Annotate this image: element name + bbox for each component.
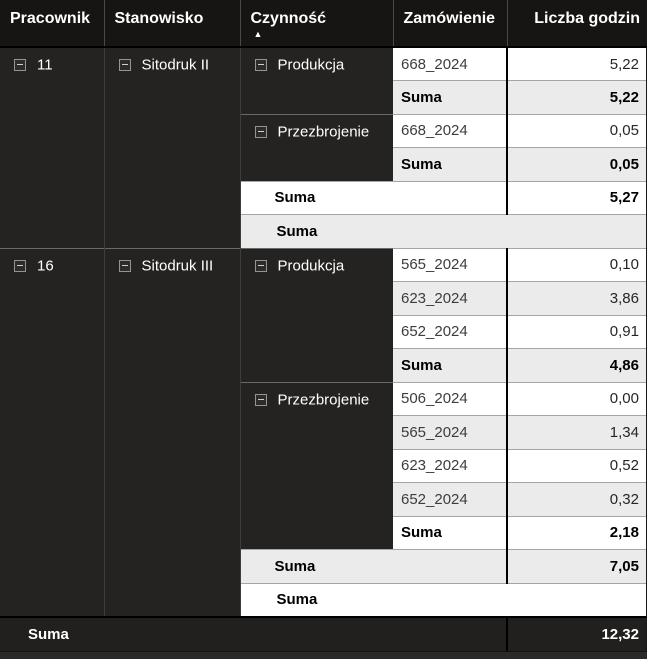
collapse-icon[interactable] <box>14 59 26 72</box>
zamowienie-suma-label[interactable]: Suma <box>393 147 507 181</box>
hours-subtotal-cell[interactable]: 5,22 <box>506 80 647 114</box>
hours-cell[interactable]: 0,05 <box>506 113 647 148</box>
detail-row: 652_2024 0,32 <box>0 482 647 516</box>
subtotal-row: Suma 7,05 <box>0 582 647 617</box>
czynnosc-value: Przezbrojenie <box>277 123 370 141</box>
zamowienie-suma-label[interactable]: Suma <box>393 80 507 114</box>
subtotal-row: Suma 4,86 <box>0 348 647 382</box>
grand-total-label[interactable]: Suma <box>0 615 507 651</box>
hours-subtotal-cell[interactable]: 2,18 <box>506 515 647 550</box>
subtotal-row: Suma 7,05 <box>0 549 647 583</box>
hours-cell[interactable]: 0,32 <box>506 482 647 516</box>
hours-cell[interactable]: 0,52 <box>506 448 647 483</box>
zamowienie-cell[interactable]: 623_2024 <box>393 281 507 315</box>
pracownik-group-cell[interactable]: 16 <box>0 247 105 617</box>
detail-row: 623_2024 3,86 <box>0 281 647 315</box>
column-header-czynnosc-label: Czynność <box>250 10 327 27</box>
detail-row: 16 Sitodruk III Produkcja 565_2024 0,10 <box>0 247 647 617</box>
hours-subtotal-cell[interactable]: 4,86 <box>506 348 647 382</box>
pracownik-value: 16 <box>37 257 54 275</box>
pracownik-group-cell[interactable]: 11 <box>0 47 105 248</box>
czynnosc-value: Produkcja <box>277 257 345 275</box>
hours-subtotal-cell[interactable]: 5,27 <box>506 180 647 215</box>
czynnosc-group-cell[interactable]: Produkcja <box>240 47 393 114</box>
zamowienie-cell[interactable]: 565_2024 <box>393 415 507 449</box>
detail-row: 623_2024 0,52 <box>0 448 647 483</box>
column-header-zamowienie[interactable]: Zamówienie <box>393 0 508 48</box>
subtotal-row: Suma 5,27 <box>0 214 647 248</box>
czynnosc-suma-label[interactable]: Suma <box>240 180 507 215</box>
czynnosc-group-cell[interactable]: Przezbrojenie <box>240 381 393 550</box>
stanowisko-group-cell[interactable]: Sitodruk III <box>104 247 241 617</box>
stanowisko-suma-label[interactable]: Suma <box>240 582 647 617</box>
hours-subtotal-cell[interactable]: 7,05 <box>506 549 647 583</box>
czynnosc-value: Przezbrojenie <box>277 391 370 409</box>
detail-row: 565_2024 1,34 <box>0 415 647 449</box>
stanowisko-value: Sitodruk III <box>141 257 214 275</box>
collapse-icon[interactable] <box>254 393 267 406</box>
zamowienie-cell[interactable]: 668_2024 <box>393 113 507 148</box>
matrix-header-row: Pracownik Stanowisko Czynność ▲ Zamówien… <box>0 0 647 48</box>
hours-subtotal-cell[interactable]: 0,05 <box>506 147 647 181</box>
hours-cell[interactable]: 1,34 <box>506 415 647 449</box>
collapse-icon[interactable] <box>14 259 26 272</box>
stanowisko-group-cell[interactable]: Sitodruk II <box>104 47 241 248</box>
zamowienie-suma-label[interactable]: Suma <box>393 348 507 382</box>
zamowienie-cell[interactable]: 506_2024 <box>393 381 507 416</box>
detail-row: Przezbrojenie 668_2024 0,05 <box>0 113 647 181</box>
czynnosc-suma-label[interactable]: Suma <box>240 549 507 583</box>
stanowisko-suma-label[interactable]: Suma <box>240 214 647 248</box>
subtotal-row: Suma 2,18 <box>0 515 647 550</box>
hours-cell[interactable]: 0,91 <box>506 314 647 349</box>
subtotal-row: Suma 5,22 <box>0 80 647 114</box>
hours-cell[interactable]: 5,22 <box>506 46 647 81</box>
czynnosc-value: Produkcja <box>277 56 345 74</box>
column-header-czynnosc[interactable]: Czynność ▲ <box>240 0 394 48</box>
zamowienie-cell[interactable]: 652_2024 <box>393 314 507 349</box>
collapse-icon[interactable] <box>254 125 267 138</box>
zamowienie-cell[interactable]: 668_2024 <box>393 46 507 81</box>
collapse-icon[interactable] <box>254 59 267 72</box>
collapse-icon[interactable] <box>254 259 267 272</box>
grand-total-value[interactable]: 12,32 <box>506 615 647 651</box>
hours-cell[interactable]: 0,00 <box>506 381 647 416</box>
subtotal-row: Suma 5,27 <box>0 180 647 215</box>
zamowienie-cell[interactable]: 652_2024 <box>393 482 507 516</box>
detail-row: Przezbrojenie 506_2024 0,00 <box>0 381 647 550</box>
collapse-icon[interactable] <box>118 259 131 272</box>
column-header-liczba-godzin[interactable]: Liczba godzin <box>507 0 647 48</box>
sort-ascending-icon: ▲ <box>253 29 263 39</box>
zamowienie-cell[interactable]: 623_2024 <box>393 448 507 483</box>
column-header-pracownik[interactable]: Pracownik <box>0 0 105 48</box>
zamowienie-suma-label[interactable]: Suma <box>393 515 507 550</box>
collapse-icon[interactable] <box>118 59 131 72</box>
zamowienie-cell[interactable]: 565_2024 <box>393 247 507 282</box>
detail-row: 652_2024 0,91 <box>0 314 647 349</box>
detail-row: 11 Sitodruk II Produkcja 668_2024 5,22 <box>0 46 647 248</box>
column-header-stanowisko[interactable]: Stanowisko <box>104 0 241 48</box>
czynnosc-group-cell[interactable]: Produkcja <box>240 247 393 382</box>
stanowisko-value: Sitodruk II <box>141 56 210 74</box>
subtotal-row: Suma 0,05 <box>0 147 647 181</box>
table-bottom-edge <box>0 650 647 659</box>
hours-cell[interactable]: 0,10 <box>506 247 647 282</box>
czynnosc-group-cell[interactable]: Przezbrojenie <box>240 113 393 181</box>
hours-cell[interactable]: 3,86 <box>506 281 647 315</box>
grand-total-row: Suma 12,32 <box>0 615 647 651</box>
pracownik-value: 11 <box>37 56 53 74</box>
